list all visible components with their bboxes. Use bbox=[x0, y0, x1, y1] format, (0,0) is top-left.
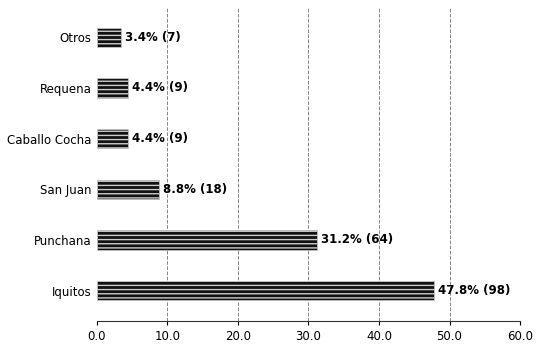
Bar bbox=[97, 230, 317, 250]
Text: 4.4% (9): 4.4% (9) bbox=[132, 132, 188, 145]
Text: 3.4% (7): 3.4% (7) bbox=[125, 31, 181, 44]
Text: 47.8% (98): 47.8% (98) bbox=[438, 284, 511, 297]
Bar bbox=[97, 180, 159, 199]
Bar bbox=[97, 28, 121, 47]
Bar bbox=[97, 78, 128, 98]
Bar bbox=[97, 129, 128, 148]
Bar bbox=[97, 281, 434, 300]
Text: 4.4% (9): 4.4% (9) bbox=[132, 82, 188, 95]
Text: 31.2% (64): 31.2% (64) bbox=[321, 233, 393, 246]
Text: 8.8% (18): 8.8% (18) bbox=[163, 183, 227, 196]
